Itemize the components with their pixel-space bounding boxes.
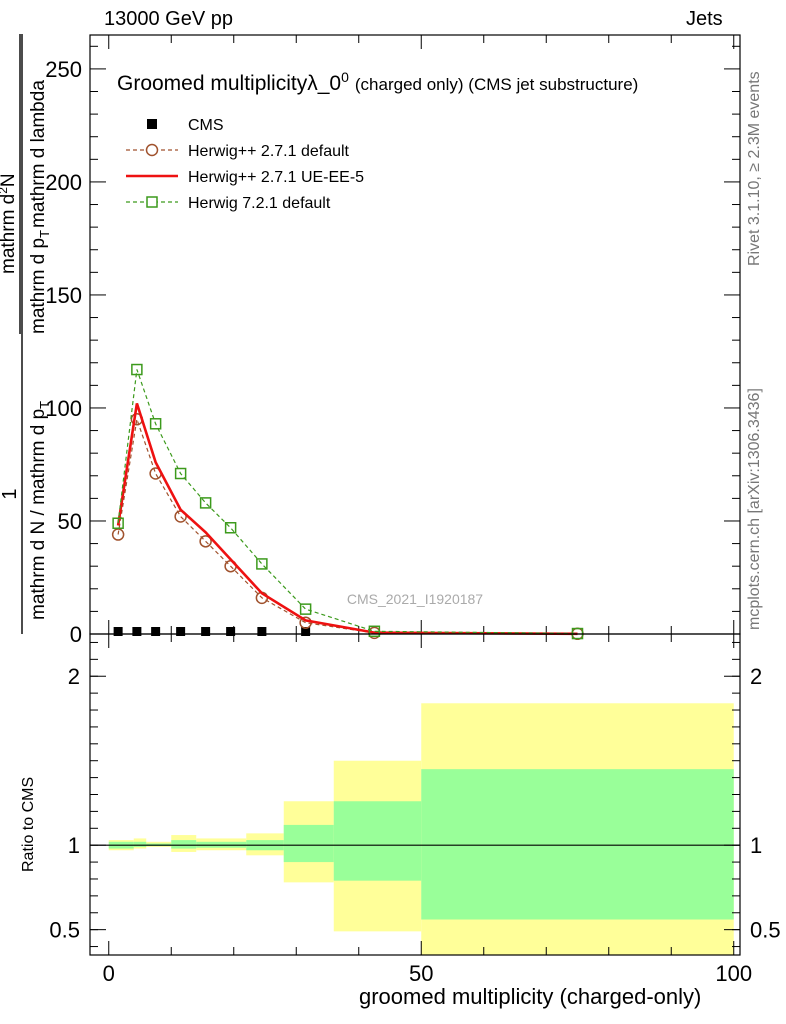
ratio-plot-frame — [89, 633, 741, 956]
rivet-version-label: Rivet 3.1.10, ≥ 2.3M events — [746, 71, 763, 266]
legend-marker-circle — [145, 143, 159, 157]
herwig7-point-1 — [131, 363, 143, 376]
cms-data-point-3 — [176, 627, 186, 636]
header-left-label: 13000 GeV pp — [104, 8, 233, 30]
y-title-right-numerator-sup: 2 — [0, 187, 10, 194]
herwigpp-default-point-0 — [111, 528, 125, 541]
main-plot-title: Groomed multiplicityλ_00 (charged only) (… — [117, 69, 638, 95]
herwig7-point-6 — [256, 558, 268, 570]
ratio-panel: 0.5 0.5 1 1 2 2 0 50 100 — [49, 633, 781, 986]
ratio-ytick-label-left-0: 0.5 — [49, 918, 80, 943]
main-ytick-label-1: 50 — [58, 509, 82, 534]
cms-data-point-2 — [151, 627, 161, 636]
ratio-inner-band-1 — [133, 841, 147, 847]
herwig7-point-3 — [174, 467, 187, 480]
legend-marker-cms — [147, 119, 157, 129]
main-ytick-label-3: 150 — [45, 283, 82, 308]
ratio-inner-band-7 — [333, 801, 422, 881]
title-suffix: (charged only) (CMS jet substructure) — [355, 75, 638, 94]
x-tick-label-0: 0 — [103, 961, 115, 986]
herwig7-point-7 — [299, 603, 312, 615]
legend-label-2: Herwig++ 2.7.1 UE-EE-5 — [188, 169, 364, 186]
x-tick-label-2: 100 — [715, 961, 752, 986]
main-panel: 0 50 100 150 200 250 CMS_2021_I1920187 Groomed … — [0, 34, 741, 647]
ratio-y-axis-title: Ratio to CMS — [20, 776, 37, 872]
series-line-herwigpp-ueee5 — [116, 403, 578, 636]
y-title-right-denominator-tail: mathrm d lambda — [28, 80, 49, 228]
title-superscript: 0 — [341, 69, 349, 85]
herwig7-point-0 — [112, 517, 124, 529]
y-title-right-denominator: mathrm d pTmathrm d lambda — [28, 80, 52, 334]
herwig7-point-5 — [224, 522, 237, 534]
analysis-watermark: CMS_2021_I1920187 — [347, 591, 483, 607]
cms-data-point-1 — [132, 627, 142, 636]
ratio-ytick-label-right-0: 0.5 — [750, 918, 781, 943]
main-ytick-label-4: 200 — [45, 170, 82, 195]
y-title-denominator: mathrm d N / mathrm d pT — [28, 401, 52, 620]
herwigpp-default-point-4 — [199, 535, 212, 548]
ratio-inner-band-8 — [421, 769, 734, 920]
legend: CMS Herwig++ 2.7.1 default Herwig++ 2.7.1 … — [126, 117, 364, 212]
y-title-right-numerator: mathrm d2N — [0, 173, 19, 274]
main-ytick-label-5: 250 — [45, 57, 82, 82]
header-right-label: Jets — [686, 8, 723, 30]
x-axis-title: groomed multiplicity (charged-only) — [359, 984, 702, 1009]
y-title-right-denominator-sub: T — [37, 230, 52, 238]
legend-label-3: Herwig 7.2.1 default — [188, 195, 331, 212]
legend-marker-square — [146, 196, 158, 208]
ratio-inner-band-3 — [171, 840, 197, 849]
cms-data-point-6 — [257, 627, 267, 636]
ratio-ytick-label-left-2: 2 — [68, 664, 80, 689]
herwig7-point-8 — [368, 625, 381, 638]
legend-label-0: CMS — [188, 117, 224, 134]
cms-data-point-7 — [301, 627, 311, 636]
cms-data-point-0 — [113, 627, 123, 636]
main-y-axis-title: 1 mathrm d N / mathrm d pT mathrm d2N mathr… — [0, 34, 52, 634]
main-ytick-label-0: 0 — [70, 622, 82, 647]
mcplots-label: mcplots.cern.ch [arXiv:1306.3436] — [746, 388, 763, 630]
main-ytick-label-2: 100 — [45, 396, 82, 421]
legend-label-1: Herwig++ 2.7.1 default — [188, 143, 350, 160]
cms-data-point-5 — [226, 627, 236, 636]
y-title-right-numerator-tail: N — [0, 173, 19, 187]
herwig7-point-4 — [199, 497, 212, 509]
ratio-ytick-label-right-2: 2 — [750, 664, 762, 689]
cms-data-point-4 — [201, 627, 211, 636]
y-title-denominator-subscript: T — [37, 401, 52, 409]
ratio-inner-band-6 — [283, 824, 334, 863]
ratio-ytick-label-right-1: 1 — [750, 833, 762, 858]
y-title-numerator-1: 1 — [0, 488, 21, 499]
ratio-ytick-label-left-1: 1 — [68, 833, 80, 858]
x-tick-label-1: 50 — [409, 961, 433, 986]
herwig7-point-2 — [149, 418, 162, 430]
series-line-herwig7 — [117, 369, 578, 635]
